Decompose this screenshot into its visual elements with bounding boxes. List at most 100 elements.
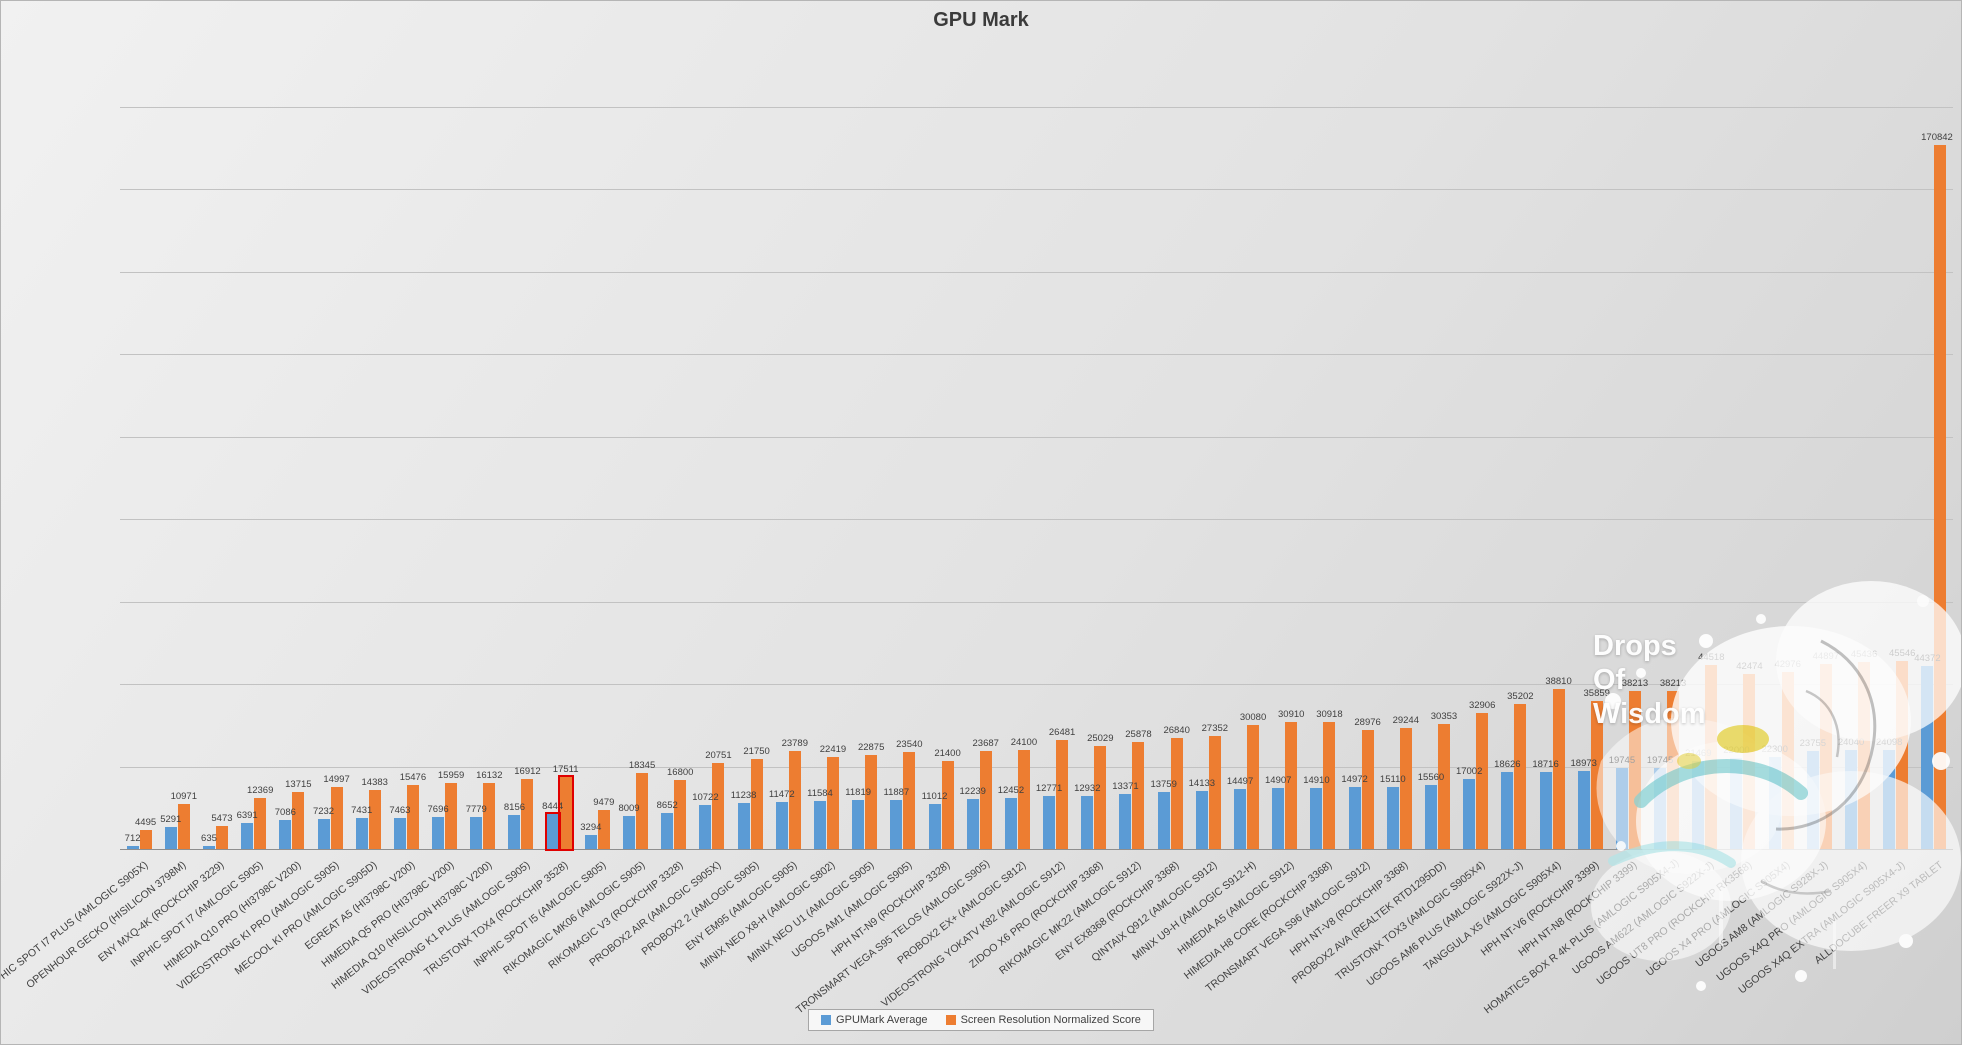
bar-gpumark-average xyxy=(1615,767,1628,849)
value-label: 13371 xyxy=(1112,780,1139,792)
bar-normalized-score xyxy=(1743,673,1756,849)
value-label: 23687 xyxy=(972,738,999,750)
bar-gpumark-average xyxy=(1463,778,1476,849)
value-label: 18345 xyxy=(628,760,656,772)
value-label: 25878 xyxy=(1125,729,1152,741)
bar-gpumark-average xyxy=(241,822,254,849)
bar-normalized-score xyxy=(826,756,839,849)
bar-normalized-score xyxy=(177,803,190,849)
value-label: 29244 xyxy=(1392,715,1419,727)
gridline xyxy=(120,601,1953,603)
bar-gpumark-average xyxy=(1272,787,1285,849)
bar-gpumark-average xyxy=(1806,751,1819,849)
value-label: 14972 xyxy=(1341,774,1368,786)
bar-normalized-score xyxy=(1476,713,1489,849)
value-label: 21400 xyxy=(934,747,961,759)
value-label: 30080 xyxy=(1239,712,1267,723)
bar-normalized-score xyxy=(483,782,496,849)
bar-gpumark-average xyxy=(699,804,712,849)
gridline xyxy=(120,354,1953,356)
bar-normalized-score xyxy=(1781,671,1794,849)
value-label: 13715 xyxy=(285,779,312,791)
bar-gpumark-average xyxy=(1119,793,1132,849)
value-label: 7463 xyxy=(389,805,411,817)
bar-normalized-score xyxy=(1934,144,1947,849)
bar-normalized-score xyxy=(1361,729,1374,849)
value-label: 7696 xyxy=(427,804,449,816)
value-label: 6391 xyxy=(236,809,258,821)
bar-gpumark-average xyxy=(813,801,826,849)
gridline xyxy=(120,107,1953,108)
value-label: 17002 xyxy=(1455,765,1483,777)
bar-gpumark-average xyxy=(1195,790,1208,849)
bar-gpumark-average xyxy=(202,846,215,849)
bar-gpumark-average xyxy=(1348,787,1361,849)
value-label: 26840 xyxy=(1163,725,1190,737)
legend-item-gpumark-average: GPUMark Average xyxy=(821,1014,928,1026)
bar-gpumark-average xyxy=(928,803,941,849)
bar-normalized-score xyxy=(1819,663,1832,849)
bar-normalized-score xyxy=(1208,736,1221,849)
bar-gpumark-average xyxy=(1424,784,1437,849)
bar-normalized-score xyxy=(406,785,419,849)
value-label: 3294 xyxy=(580,822,602,834)
value-label: 4495 xyxy=(135,817,157,829)
value-label: 11472 xyxy=(768,788,795,800)
value-label: 22875 xyxy=(857,741,885,753)
value-label: 26481 xyxy=(1048,726,1076,738)
bar-normalized-score xyxy=(1247,725,1260,849)
value-label: 15560 xyxy=(1417,771,1445,783)
value-label: 11819 xyxy=(845,787,872,799)
bar-normalized-score xyxy=(1056,739,1069,849)
bar-normalized-score xyxy=(1896,661,1909,849)
bar-gpumark-average xyxy=(1004,797,1017,849)
x-axis-line xyxy=(120,849,1953,850)
bar-gpumark-average xyxy=(1845,749,1858,849)
bar-normalized-score xyxy=(1552,689,1565,849)
value-label: 8444 xyxy=(542,801,564,813)
value-label: 5473 xyxy=(211,813,233,825)
bar-normalized-score xyxy=(674,779,687,849)
bar-normalized-score xyxy=(254,798,267,849)
value-label: 12369 xyxy=(246,785,274,796)
bar-gpumark-average xyxy=(852,800,865,849)
value-label: 23789 xyxy=(781,737,808,749)
watermark-line-3: Wisdom xyxy=(1593,698,1706,730)
bar-gpumark-average xyxy=(470,816,483,849)
bar-gpumark-average xyxy=(584,835,597,849)
value-label: 12452 xyxy=(997,784,1025,796)
gridline xyxy=(120,766,1953,768)
bar-normalized-score xyxy=(1285,721,1298,849)
value-label: 8652 xyxy=(656,800,678,812)
bar-gpumark-average xyxy=(393,818,406,849)
value-label: 712 xyxy=(124,833,141,845)
value-label: 32906 xyxy=(1468,700,1496,712)
value-label: 18973 xyxy=(1570,757,1597,769)
legend-swatch-orange xyxy=(945,1015,956,1025)
bar-normalized-score xyxy=(903,751,916,849)
bar-normalized-score xyxy=(1437,723,1450,849)
bar-normalized-score xyxy=(1132,742,1145,849)
value-label: 30353 xyxy=(1430,710,1458,722)
value-label: 14907 xyxy=(1265,774,1292,786)
bar-gpumark-average xyxy=(1501,772,1514,849)
value-label: 11238 xyxy=(730,789,757,801)
bar-gpumark-average xyxy=(1730,758,1743,849)
bar-normalized-score xyxy=(1628,691,1641,849)
bar-normalized-score xyxy=(750,759,763,849)
bar-gpumark-average xyxy=(1692,760,1705,849)
bar-normalized-score xyxy=(1590,701,1603,849)
bar-normalized-score xyxy=(712,763,725,849)
value-label: 18716 xyxy=(1532,758,1559,770)
value-label: 24100 xyxy=(1010,736,1038,748)
gridline xyxy=(120,436,1953,438)
bar-normalized-score xyxy=(1170,738,1183,849)
value-label: 5291 xyxy=(160,814,182,826)
bar-gpumark-average xyxy=(661,813,674,849)
gridline xyxy=(120,189,1953,191)
gridline xyxy=(120,684,1953,686)
value-label: 35202 xyxy=(1507,690,1534,702)
value-label: 22419 xyxy=(819,743,847,755)
bar-normalized-score xyxy=(1094,745,1107,849)
value-label: 12239 xyxy=(959,785,986,797)
